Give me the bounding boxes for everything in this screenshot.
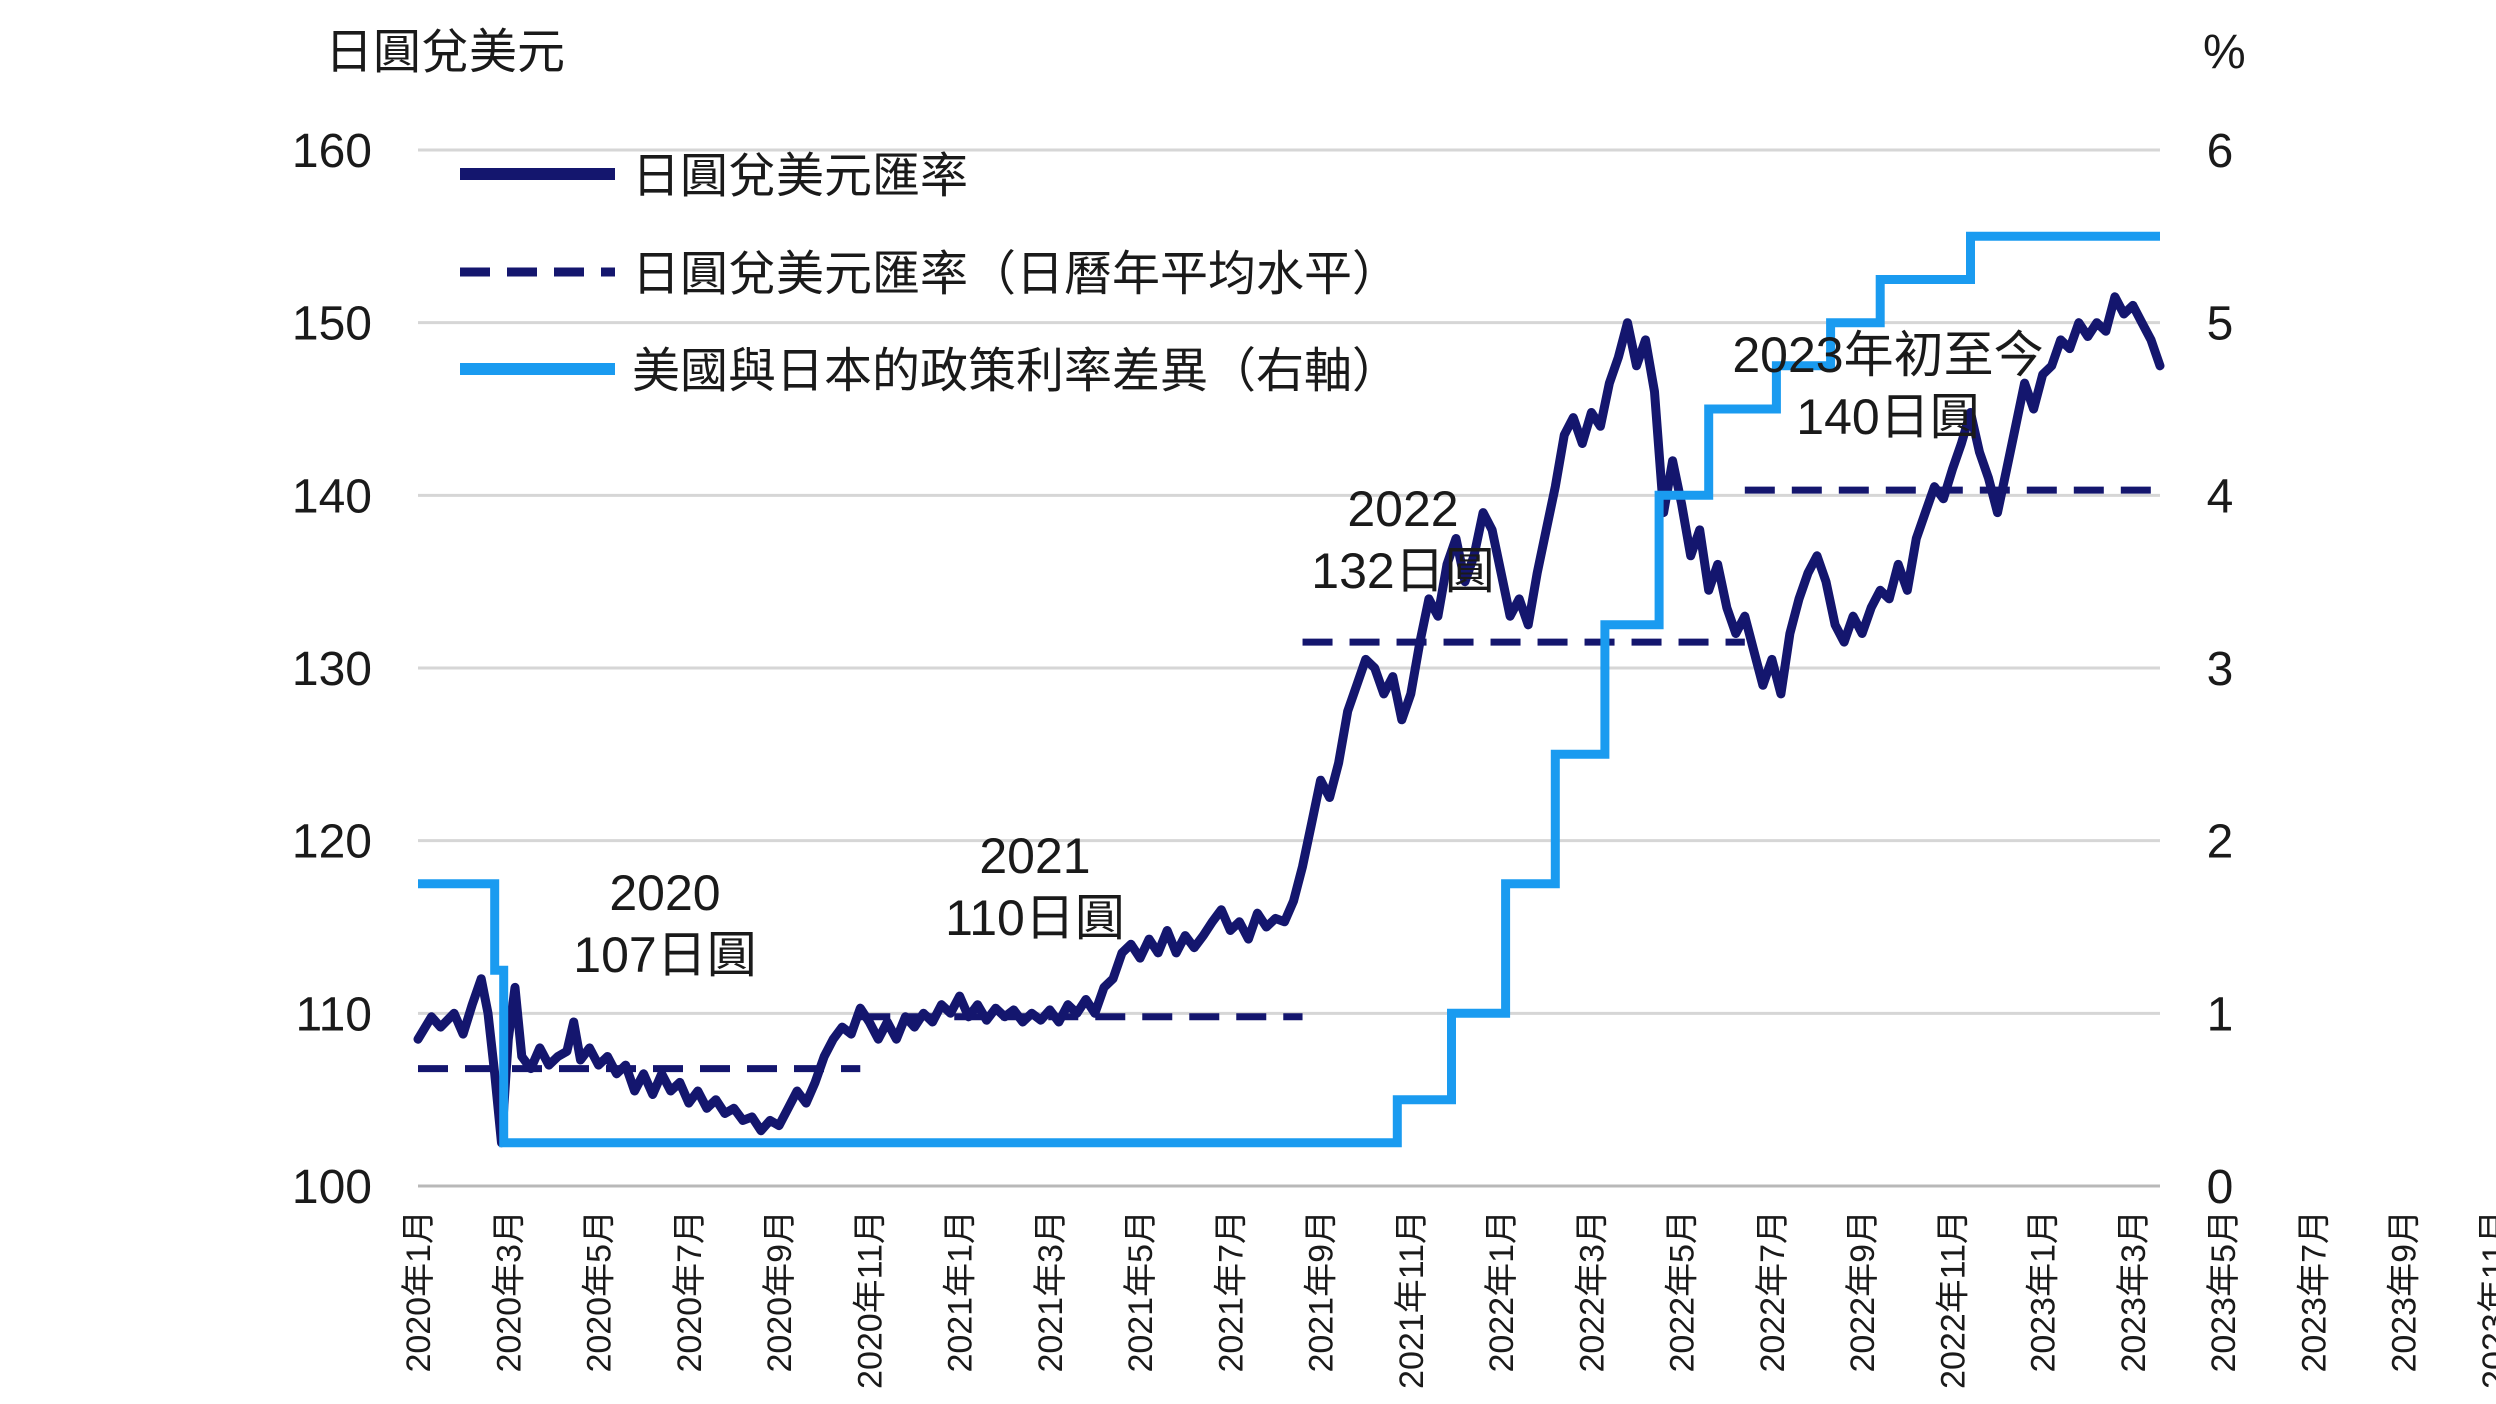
y-tick-label-160: 160	[292, 125, 372, 178]
x-tick-label-12: 2022年1月	[1483, 1210, 1521, 1373]
y-tick-label-100: 100	[292, 1161, 372, 1214]
annotation-2020-year: 2020	[609, 865, 720, 921]
x-tick-label-18: 2023年1月	[2025, 1210, 2063, 1373]
x-tick-label-7: 2021年3月	[1032, 1210, 1070, 1373]
y-tick-label-140: 140	[292, 470, 372, 523]
y2-tick-label-4: 4	[2207, 470, 2234, 523]
y2-tick-label-6: 6	[2207, 125, 2234, 178]
right-axis-ticks: 0 1 2 3 4 5 6	[2207, 125, 2234, 1214]
annotation-2022: 2022 132日圓	[1311, 481, 1494, 599]
y2-tick-label-5: 5	[2207, 298, 2234, 351]
x-tick-label-23: 2023年11月	[2476, 1210, 2496, 1389]
legend-label-rate-differential: 美國與日本的政策利率差異（右軸）	[632, 345, 1400, 398]
annotation-2023: 2023年初至今 140日圓	[1732, 327, 2043, 445]
annotation-2023-value: 140日圓	[1796, 389, 1979, 445]
x-tick-label-13: 2022年3月	[1573, 1210, 1611, 1373]
left-axis-title: 日圓兌美元	[325, 26, 565, 79]
y2-tick-label-1: 1	[2207, 988, 2234, 1041]
x-tick-label-0: 2020年1月	[400, 1210, 438, 1373]
legend-label-fx-average: 日圓兌美元匯率（日曆年平均水平）	[632, 248, 1400, 301]
x-tick-label-3: 2020年7月	[671, 1210, 709, 1373]
x-tick-label-21: 2023年7月	[2295, 1210, 2333, 1373]
legend: 日圓兌美元匯率 日圓兌美元匯率（日曆年平均水平） 美國與日本的政策利率差異（右軸…	[460, 150, 1400, 398]
annotation-2020-value: 107日圓	[573, 927, 756, 983]
x-tick-label-8: 2021年5月	[1122, 1210, 1160, 1373]
x-tick-label-1: 2020年3月	[490, 1210, 528, 1373]
annotation-2022-year: 2022	[1347, 481, 1458, 537]
x-tick-label-19: 2023年3月	[2115, 1210, 2153, 1373]
x-tick-label-20: 2023年5月	[2205, 1210, 2243, 1373]
x-tick-label-11: 2021年11月	[1393, 1210, 1431, 1389]
series-layer	[413, 231, 2165, 1148]
right-axis-title: %	[2203, 26, 2246, 79]
legend-label-fx-rate: 日圓兌美元匯率	[632, 150, 968, 203]
x-axis-ticks: 2020年1月 2020年3月 2020年5月 2020年7月 2020年9月 2020年…	[400, 1210, 2496, 1389]
y-tick-label-130: 130	[292, 643, 372, 696]
x-tick-label-14: 2022年5月	[1664, 1210, 1702, 1373]
y2-tick-label-0: 0	[2207, 1161, 2234, 1214]
annotation-2022-value: 132日圓	[1311, 543, 1494, 599]
annotation-2021-year: 2021	[979, 828, 1090, 884]
x-tick-label-5: 2020年11月	[851, 1210, 889, 1389]
y-tick-label-150: 150	[292, 298, 372, 351]
y-tick-label-120: 120	[292, 816, 372, 869]
annotation-2021-value: 110日圓	[945, 890, 1125, 946]
x-tick-label-2: 2020年5月	[581, 1210, 619, 1373]
series-fx-rate-line	[413, 292, 2165, 1148]
x-tick-label-10: 2021年9月	[1303, 1210, 1341, 1373]
annotation-2020: 2020 107日圓	[573, 865, 756, 983]
x-tick-label-15: 2022年7月	[1754, 1210, 1792, 1373]
x-tick-label-17: 2022年11月	[1934, 1210, 1972, 1389]
x-tick-label-6: 2021年1月	[942, 1210, 980, 1373]
y-tick-label-110: 110	[295, 988, 372, 1041]
x-tick-label-4: 2020年9月	[761, 1210, 799, 1373]
x-tick-label-16: 2022年9月	[1844, 1210, 1882, 1373]
left-axis-ticks: 100 110 120 130 140 150 160	[292, 125, 372, 1214]
x-tick-label-22: 2023年9月	[2386, 1210, 2424, 1373]
gridlines	[418, 148, 2160, 1188]
y2-tick-label-2: 2	[2207, 816, 2234, 869]
annotation-2023-year: 2023年初至今	[1732, 327, 2043, 383]
series-rate-differential-line	[418, 231, 2160, 1148]
y2-tick-label-3: 3	[2207, 643, 2234, 696]
annotation-2021: 2021 110日圓	[945, 828, 1125, 946]
x-tick-label-9: 2021年7月	[1212, 1210, 1250, 1373]
